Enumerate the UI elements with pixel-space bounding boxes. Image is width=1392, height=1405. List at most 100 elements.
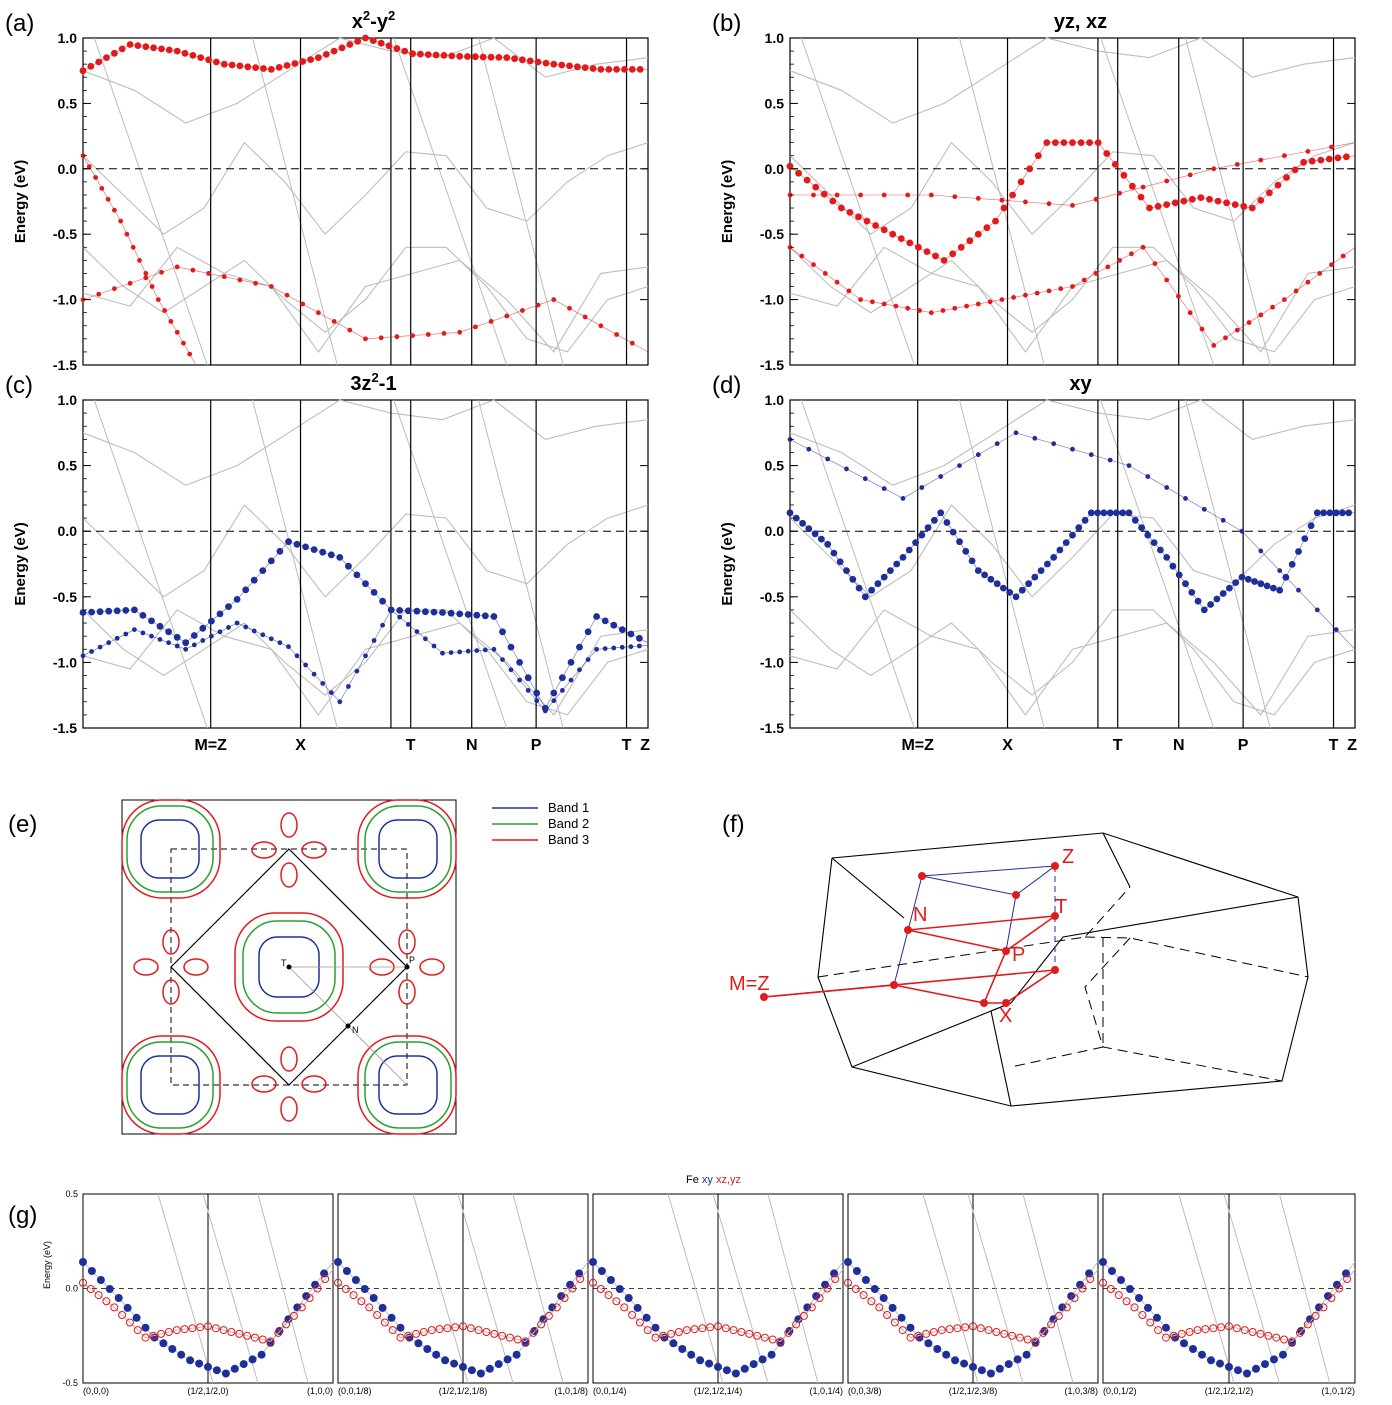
fatband-point: [425, 332, 431, 337]
g-point-xzyz: [1272, 1333, 1281, 1342]
fatband-point: [283, 62, 291, 69]
fatband-point: [999, 297, 1005, 302]
g-point-xzyz: [1209, 1324, 1218, 1333]
g-x-tick-label: (1/2,1/2,1/4): [694, 1386, 743, 1396]
fatband-point: [618, 626, 626, 633]
fatband-point: [346, 684, 351, 689]
fatband-point: [481, 612, 489, 620]
fatband-point: [424, 51, 432, 58]
fatband-point: [957, 463, 962, 468]
g-point-xzyz: [628, 1311, 637, 1319]
fatband-point: [881, 301, 887, 307]
fatband-point: [377, 39, 385, 47]
fatband-point: [1023, 199, 1028, 205]
g-point-xzyz: [1047, 1320, 1056, 1329]
fatband-point: [836, 558, 844, 566]
fatband-point: [1070, 203, 1075, 208]
fatband-point: [574, 63, 581, 71]
fatband-point: [957, 243, 965, 251]
g-point-xzyz: [482, 1328, 491, 1336]
fatband-point: [1234, 327, 1240, 333]
fatband-point: [457, 649, 463, 655]
fatband-point: [162, 308, 168, 313]
fatband-point: [1026, 165, 1034, 173]
g-point-xy: [1234, 1366, 1242, 1375]
fatband-point: [923, 248, 931, 256]
fatband-point: [1044, 560, 1051, 568]
g-point-xy: [740, 1364, 749, 1373]
g-point-xzyz: [498, 1331, 507, 1340]
fatband-point: [385, 42, 393, 50]
g-point-xzyz: [1122, 1297, 1131, 1306]
g-point-xzyz: [321, 1275, 330, 1283]
g-x-tick-label: (1/2,1/2,1/2): [1205, 1386, 1254, 1396]
fatband-point: [855, 213, 862, 221]
background-band: [82, 609, 649, 716]
fatband-point: [534, 698, 540, 704]
g-x-tick-label: (0,0,0): [83, 1386, 109, 1396]
fatband-point: [190, 632, 198, 639]
fatband-point: [149, 284, 155, 289]
fatband-point: [1175, 571, 1183, 579]
fatband-point: [299, 58, 307, 65]
g-point-xy: [1207, 1356, 1215, 1365]
g-point-xy: [705, 1359, 714, 1368]
bz-label-z: Z: [1062, 846, 1074, 868]
panel-label: (d): [712, 372, 741, 399]
fatband-point: [448, 650, 454, 655]
fatband-point: [105, 607, 113, 615]
g-point-xzyz: [929, 1328, 938, 1336]
g-point-xzyz: [1288, 1337, 1296, 1346]
g-point-xzyz: [1264, 1331, 1273, 1340]
fatband-point: [637, 643, 642, 649]
fatband-point: [328, 690, 334, 695]
fatband-point: [1200, 606, 1208, 614]
g-point-xy: [494, 1360, 503, 1369]
y-axis-label: Energy (eV): [719, 522, 736, 605]
g-point-xy: [168, 1345, 177, 1353]
fatband-point: [285, 538, 292, 546]
g-point-xzyz: [1303, 1320, 1312, 1329]
y-tick-label: -0.5: [760, 226, 784, 242]
fatband-point: [181, 340, 186, 346]
fatband-point: [479, 53, 487, 61]
g-point-xzyz: [505, 1333, 514, 1342]
g-point-xzyz: [1130, 1303, 1139, 1312]
fatband-point: [829, 197, 837, 205]
fatband-point: [567, 659, 575, 666]
fatband-point: [597, 66, 605, 73]
fatband-point: [174, 329, 180, 335]
fatband-point: [1244, 575, 1252, 583]
fatband-line: [789, 142, 1356, 261]
fatband-point: [844, 466, 849, 472]
g-point-xzyz: [953, 1324, 962, 1333]
fatband-point: [1081, 516, 1089, 524]
fatband-point: [315, 54, 322, 61]
g-x-tick-label: (1/2,1/2,3/8): [949, 1386, 998, 1396]
fatband-point: [551, 698, 557, 704]
fatband-point: [197, 54, 205, 61]
g-point-xy: [906, 1323, 915, 1332]
g-point-xy: [1022, 1350, 1031, 1359]
g-point-xy: [870, 1285, 879, 1293]
fatband-point: [388, 607, 394, 613]
g-point-xy: [204, 1362, 212, 1371]
fatband-point: [474, 648, 480, 653]
fatband-point: [905, 546, 913, 554]
fatband-point: [79, 67, 87, 75]
bz-points: [760, 862, 1059, 1007]
panel-g-label: (g): [8, 1202, 37, 1229]
fatband-point: [1051, 441, 1057, 447]
fatband-point: [1164, 178, 1170, 184]
g-y-tick-label: 0.5: [65, 1189, 78, 1199]
g-point-xy: [360, 1285, 369, 1293]
g-point-xzyz: [544, 1311, 553, 1320]
fatband-point: [118, 218, 124, 224]
fatband-point: [228, 61, 236, 69]
fatband-point: [811, 192, 816, 198]
fatband-point: [487, 53, 495, 61]
fatband-point: [568, 677, 574, 683]
g-point-xy: [969, 1362, 977, 1371]
fatband-point: [906, 239, 914, 247]
